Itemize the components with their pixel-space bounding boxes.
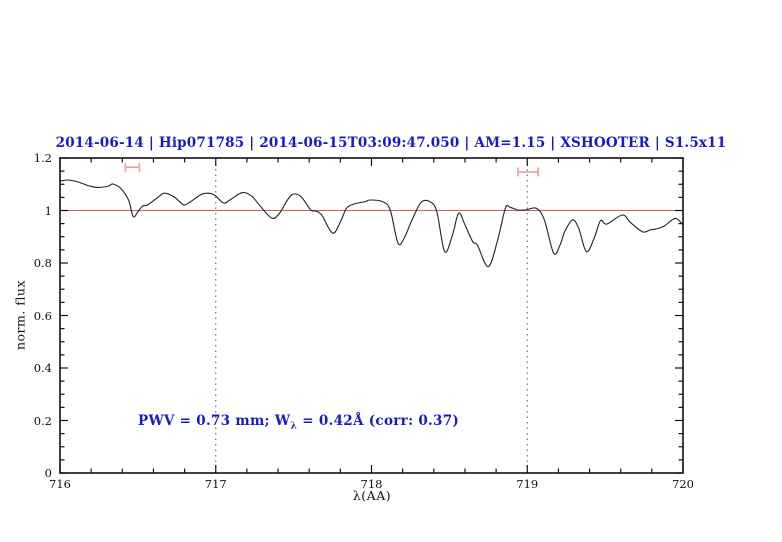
y-tick-label: 1.2 — [33, 151, 52, 165]
pwv-annotation-prefix: PWV = 0.73 mm; W — [138, 413, 291, 429]
y-tick-label: 0.2 — [33, 413, 52, 428]
x-axis-label: λ(AA) — [352, 488, 392, 503]
y-axis-label: norm. flux — [12, 279, 28, 351]
pwv-annotation: PWV = 0.73 mm; Wλ = 0.42Å (corr: 0.37) — [138, 413, 459, 432]
x-tick-label: 718 — [360, 477, 383, 491]
pwv-annotation-suffix: = 0.42Å (corr: 0.37) — [297, 413, 460, 429]
spectrum-line — [59, 179, 684, 268]
y-tick-label: 0.4 — [33, 361, 52, 375]
y-tick-label: 0.8 — [33, 256, 52, 270]
y-tick-label: 1 — [44, 203, 52, 218]
x-tick-label: 716 — [49, 477, 71, 491]
y-tick-label: 0 — [44, 466, 52, 480]
x-tick-label: 720 — [672, 477, 694, 491]
x-tick-label: 717 — [204, 477, 227, 491]
pwv-annotation-subscript: λ — [290, 420, 298, 432]
y-tick-label: 0.6 — [33, 308, 52, 323]
x-tick-label: 719 — [516, 477, 539, 491]
plot-title: 2014-06-14 | Hip071785 | 2014-06-15T03:0… — [55, 135, 727, 151]
